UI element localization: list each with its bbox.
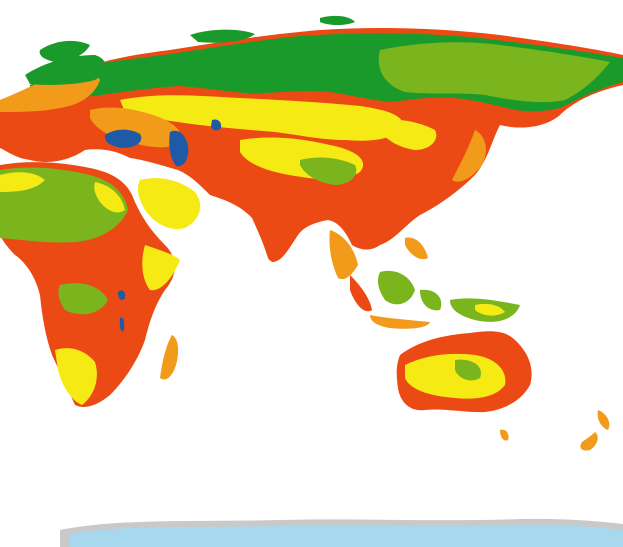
antarctica	[60, 518, 623, 547]
black-sea	[104, 129, 142, 148]
japan	[452, 130, 486, 182]
eurasia	[0, 27, 623, 262]
southeast-asia	[329, 230, 520, 329]
madagascar	[160, 335, 179, 380]
arabia	[137, 178, 201, 230]
india	[250, 192, 302, 262]
australia	[396, 331, 532, 441]
caspian-sea	[169, 130, 189, 167]
new-zealand	[580, 410, 610, 451]
africa	[0, 162, 180, 407]
